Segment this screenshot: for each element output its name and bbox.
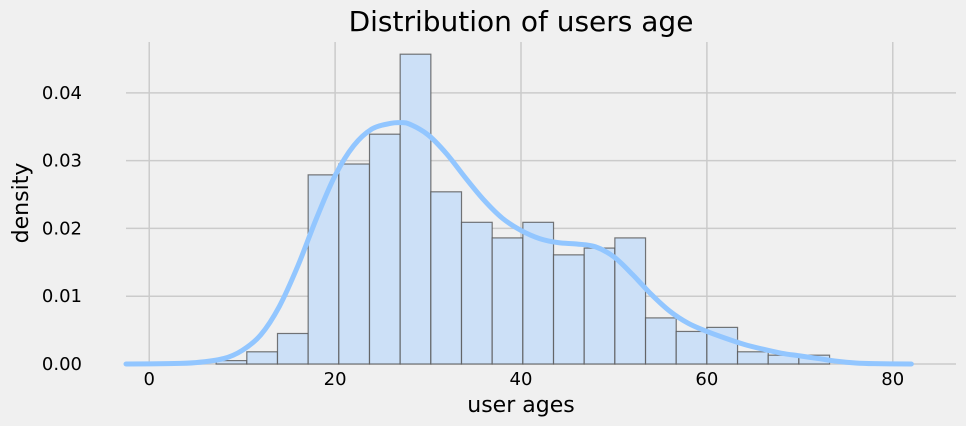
x-tick-label: 80 (881, 369, 904, 390)
histogram-bar (552, 254, 585, 365)
histogram-bar (338, 163, 371, 365)
chart-title: Distribution of users age (349, 5, 694, 38)
kde-line (123, 120, 914, 367)
histogram-bar (614, 237, 647, 365)
y-tick-label: 0.00 (42, 354, 82, 375)
y-axis-label: density (9, 163, 34, 244)
x-axis-label: user ages (467, 393, 574, 418)
y-tick-label: 0.03 (42, 151, 82, 172)
histogram-bar (522, 221, 555, 365)
histogram-bars (215, 53, 831, 365)
histogram-bar (675, 330, 708, 365)
histogram-bar (736, 351, 769, 365)
histogram-bar (276, 332, 309, 365)
histogram-bar (368, 133, 401, 365)
y-tick-label: 0.04 (42, 83, 82, 104)
histogram-bar (460, 221, 493, 365)
x-tick-label: 20 (324, 369, 347, 390)
histogram-bar (399, 53, 432, 365)
histogram-bar (430, 191, 463, 365)
x-tick-label: 60 (695, 369, 718, 390)
histogram-bar (491, 237, 524, 365)
x-tick-label: 0 (144, 369, 155, 390)
y-axis-ticks: 0.00 0.01 0.02 0.03 0.04 (42, 83, 82, 375)
histogram-bar (246, 351, 279, 365)
kde-curve (123, 120, 914, 367)
x-axis-ticks: 0 20 40 60 80 (144, 369, 905, 390)
y-tick-label: 0.01 (42, 286, 82, 307)
histogram-bar (583, 247, 616, 365)
y-tick-label: 0.02 (42, 218, 82, 239)
histogram-bar (644, 317, 677, 365)
x-tick-label: 40 (510, 369, 533, 390)
